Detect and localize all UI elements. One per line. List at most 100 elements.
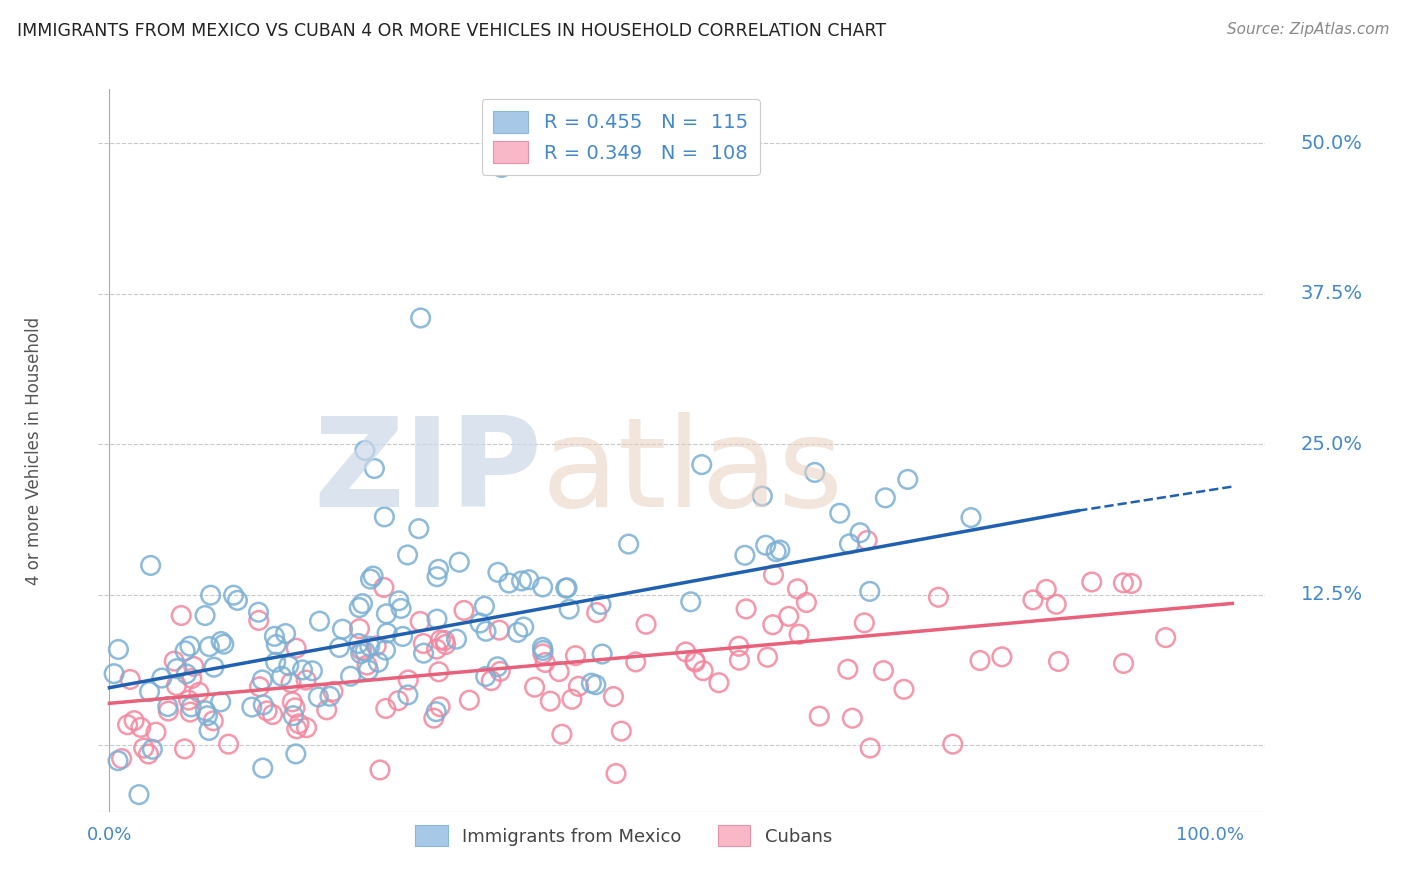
- Point: [778, 609, 800, 624]
- Point: [479, 673, 502, 688]
- Point: [315, 703, 337, 717]
- Point: [567, 679, 589, 693]
- Point: [707, 675, 730, 690]
- Point: [198, 723, 221, 738]
- Point: [180, 699, 202, 714]
- Text: 100.0%: 100.0%: [1177, 826, 1244, 844]
- Point: [558, 602, 581, 616]
- Point: [412, 636, 434, 650]
- Point: [368, 763, 391, 777]
- Point: [120, 673, 142, 687]
- Point: [139, 558, 162, 573]
- Point: [263, 629, 285, 643]
- Point: [555, 581, 578, 595]
- Point: [363, 461, 385, 475]
- Point: [252, 698, 274, 712]
- Point: [367, 655, 389, 669]
- Point: [117, 718, 139, 732]
- Point: [523, 680, 546, 694]
- Point: [585, 678, 607, 692]
- Point: [491, 161, 513, 175]
- Point: [506, 625, 529, 640]
- Text: 25.0%: 25.0%: [1301, 435, 1362, 454]
- Point: [841, 711, 863, 725]
- Point: [212, 637, 235, 651]
- Text: ZIP: ZIP: [314, 411, 541, 533]
- Point: [548, 665, 571, 679]
- Point: [122, 714, 145, 728]
- Point: [129, 720, 152, 734]
- Point: [107, 642, 129, 657]
- Point: [409, 311, 432, 326]
- Point: [285, 722, 308, 736]
- Point: [755, 538, 778, 552]
- Point: [486, 659, 509, 673]
- Point: [288, 716, 311, 731]
- Point: [488, 623, 510, 637]
- Point: [429, 632, 451, 647]
- Text: atlas: atlas: [541, 411, 844, 533]
- Legend: Immigrants from Mexico, Cubans: Immigrants from Mexico, Cubans: [408, 818, 839, 854]
- Point: [624, 655, 647, 669]
- Point: [690, 458, 713, 472]
- Point: [138, 684, 160, 698]
- Point: [209, 695, 232, 709]
- Point: [475, 624, 498, 639]
- Point: [150, 671, 173, 685]
- Text: 12.5%: 12.5%: [1301, 585, 1362, 605]
- Point: [838, 537, 860, 551]
- Point: [319, 690, 342, 704]
- Point: [166, 662, 188, 676]
- Point: [589, 598, 612, 612]
- Point: [489, 665, 512, 679]
- Point: [969, 654, 991, 668]
- Point: [128, 788, 150, 802]
- Point: [1045, 597, 1067, 611]
- Point: [692, 664, 714, 678]
- Point: [389, 601, 412, 615]
- Point: [728, 653, 751, 667]
- Point: [765, 545, 787, 559]
- Point: [103, 666, 125, 681]
- Point: [285, 641, 308, 656]
- Point: [1112, 575, 1135, 590]
- Point: [727, 640, 749, 654]
- Point: [512, 620, 534, 634]
- Point: [339, 669, 361, 683]
- Point: [262, 707, 284, 722]
- Point: [374, 701, 396, 715]
- Point: [396, 548, 419, 562]
- Point: [247, 614, 270, 628]
- Point: [531, 580, 554, 594]
- Point: [564, 648, 586, 663]
- Point: [322, 684, 344, 698]
- Point: [581, 676, 603, 690]
- Point: [156, 699, 179, 714]
- Point: [683, 655, 706, 669]
- Point: [872, 664, 894, 678]
- Point: [1121, 576, 1143, 591]
- Point: [1154, 631, 1177, 645]
- Point: [735, 602, 758, 616]
- Point: [942, 737, 965, 751]
- Point: [434, 638, 457, 652]
- Point: [786, 582, 808, 596]
- Point: [222, 588, 245, 602]
- Point: [226, 593, 249, 607]
- Text: Source: ZipAtlas.com: Source: ZipAtlas.com: [1226, 22, 1389, 37]
- Point: [991, 649, 1014, 664]
- Point: [284, 701, 307, 715]
- Point: [849, 525, 872, 540]
- Point: [427, 665, 450, 679]
- Point: [352, 597, 374, 611]
- Point: [408, 522, 430, 536]
- Point: [804, 466, 827, 480]
- Point: [174, 644, 197, 658]
- Point: [332, 622, 354, 636]
- Point: [111, 751, 134, 765]
- Point: [274, 626, 297, 640]
- Point: [859, 584, 882, 599]
- Text: 0.0%: 0.0%: [87, 826, 132, 844]
- Point: [252, 761, 274, 775]
- Point: [179, 705, 201, 719]
